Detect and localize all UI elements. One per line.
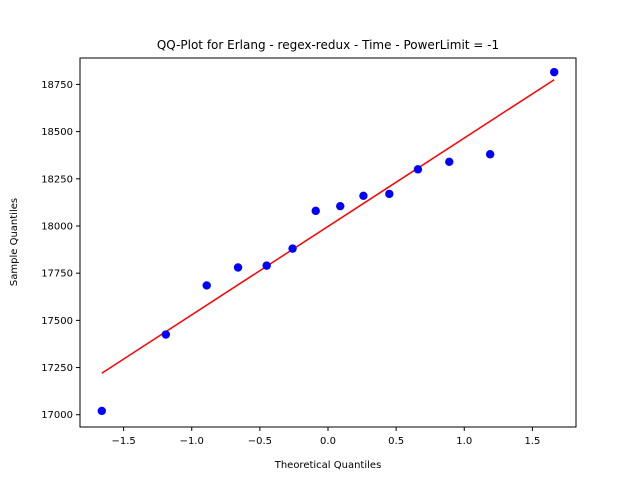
y-tick-label: 17500: [41, 316, 73, 327]
x-tick-label: 0.5: [388, 436, 404, 447]
x-tick-label: −1.5: [111, 436, 135, 447]
data-point: [549, 67, 559, 77]
x-axis: −1.5 −1.0 −0.5 0.0 0.5 1.0 1.5: [111, 427, 540, 447]
x-tick-label: 0.0: [320, 436, 336, 447]
data-point: [485, 150, 495, 159]
fit-line: [101, 79, 555, 374]
chart-title: QQ-Plot for Erlang - regex-redux - Time …: [157, 38, 499, 52]
y-tick-label: 18250: [41, 174, 73, 185]
y-axis-title: Sample Quantiles: [9, 198, 20, 286]
data-point: [233, 263, 243, 272]
x-tick-label: −1.0: [180, 436, 204, 447]
data-point: [202, 281, 211, 290]
data-point: [385, 189, 394, 199]
x-tick-label: 1.5: [524, 436, 540, 447]
data-point: [359, 191, 368, 200]
plot-area: [97, 67, 559, 416]
x-tick-label: −0.5: [248, 436, 272, 447]
data-point: [288, 244, 297, 253]
x-axis-title: Theoretical Quantiles: [274, 460, 382, 471]
data-point: [97, 406, 107, 416]
y-axis: 17000 17250 17500 17750 18000 18250 18500 18750: [41, 80, 80, 421]
data-point: [161, 330, 171, 339]
y-tick-label: 18500: [41, 127, 73, 138]
y-tick-label: 18000: [41, 221, 73, 232]
data-point: [262, 261, 271, 270]
y-tick-label: 17750: [41, 269, 73, 280]
data-point: [336, 201, 345, 211]
data-point: [311, 206, 320, 216]
data-point: [413, 165, 423, 174]
x-tick-label: 1.0: [456, 436, 472, 447]
y-tick-label: 17000: [41, 410, 73, 421]
data-point: [445, 157, 454, 167]
y-tick-label: 18750: [41, 80, 73, 91]
y-tick-label: 17250: [41, 363, 73, 374]
